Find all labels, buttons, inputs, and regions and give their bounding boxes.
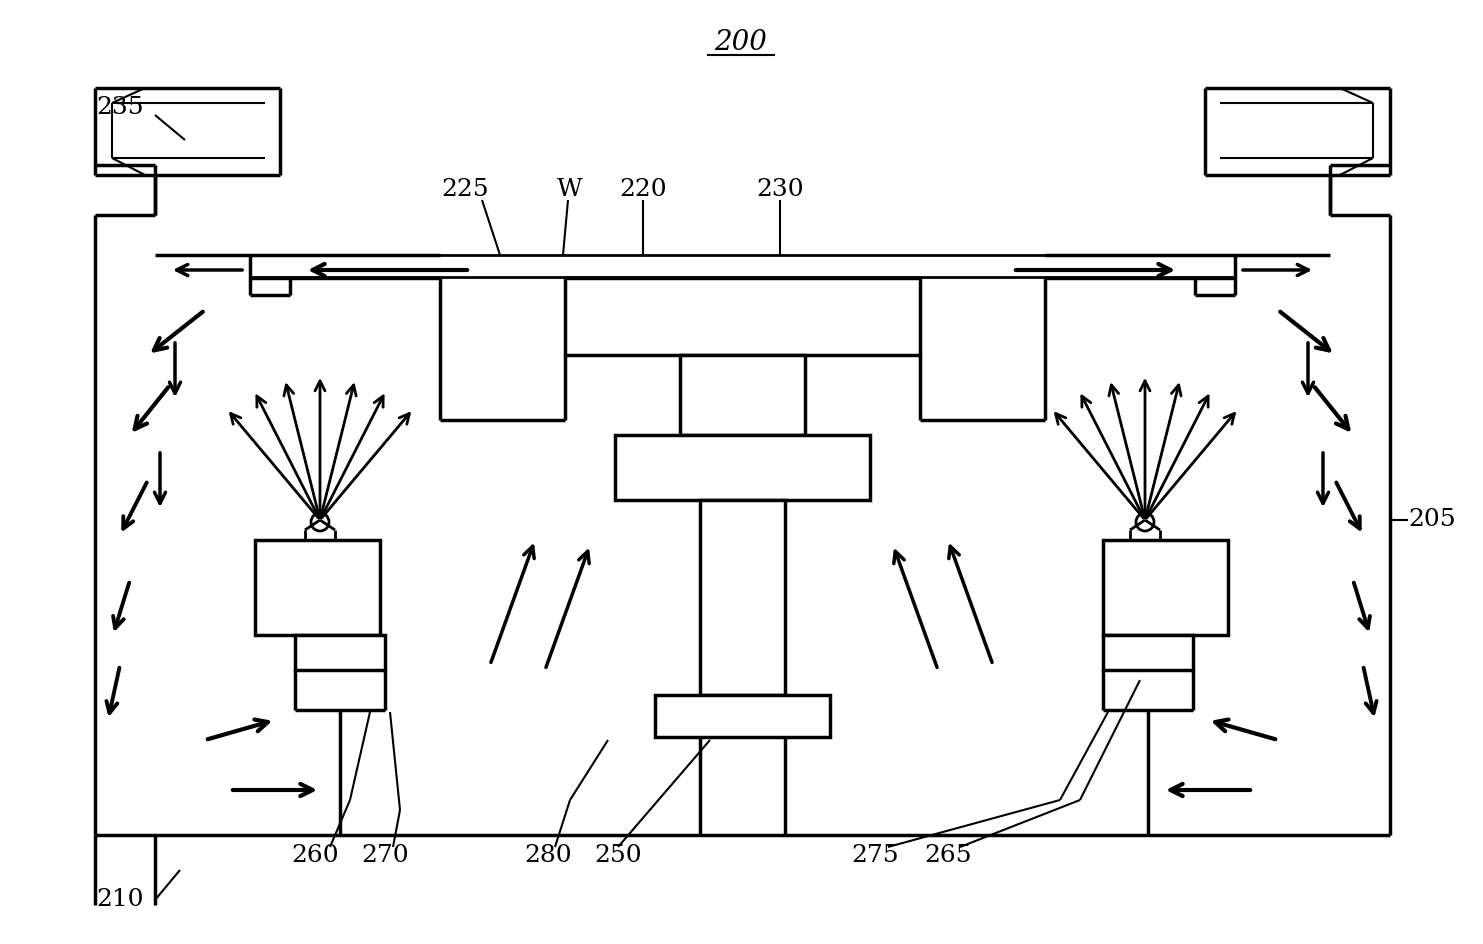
Bar (255, 540, 380, 635)
Bar (700, 500, 785, 695)
Text: 200: 200 (715, 28, 767, 56)
Circle shape (1136, 513, 1154, 531)
Bar (295, 635, 386, 670)
Text: 235: 235 (96, 96, 144, 120)
Text: 230: 230 (756, 178, 804, 201)
Bar (1103, 635, 1192, 670)
Text: 220: 220 (620, 178, 667, 201)
Text: 250: 250 (595, 844, 642, 867)
Bar (681, 355, 805, 435)
Bar (1103, 540, 1228, 635)
Text: 265: 265 (924, 844, 971, 867)
Text: 205: 205 (1407, 509, 1456, 531)
Bar (615, 435, 871, 500)
Text: 270: 270 (362, 844, 409, 867)
Text: 210: 210 (96, 888, 144, 912)
Bar (565, 278, 919, 355)
Circle shape (311, 513, 329, 531)
Bar (251, 255, 1235, 277)
Bar (655, 695, 830, 737)
Text: 275: 275 (851, 844, 899, 867)
Text: 225: 225 (440, 178, 489, 201)
Text: 260: 260 (291, 844, 338, 867)
Text: 280: 280 (523, 844, 572, 867)
Text: W: W (558, 178, 583, 201)
